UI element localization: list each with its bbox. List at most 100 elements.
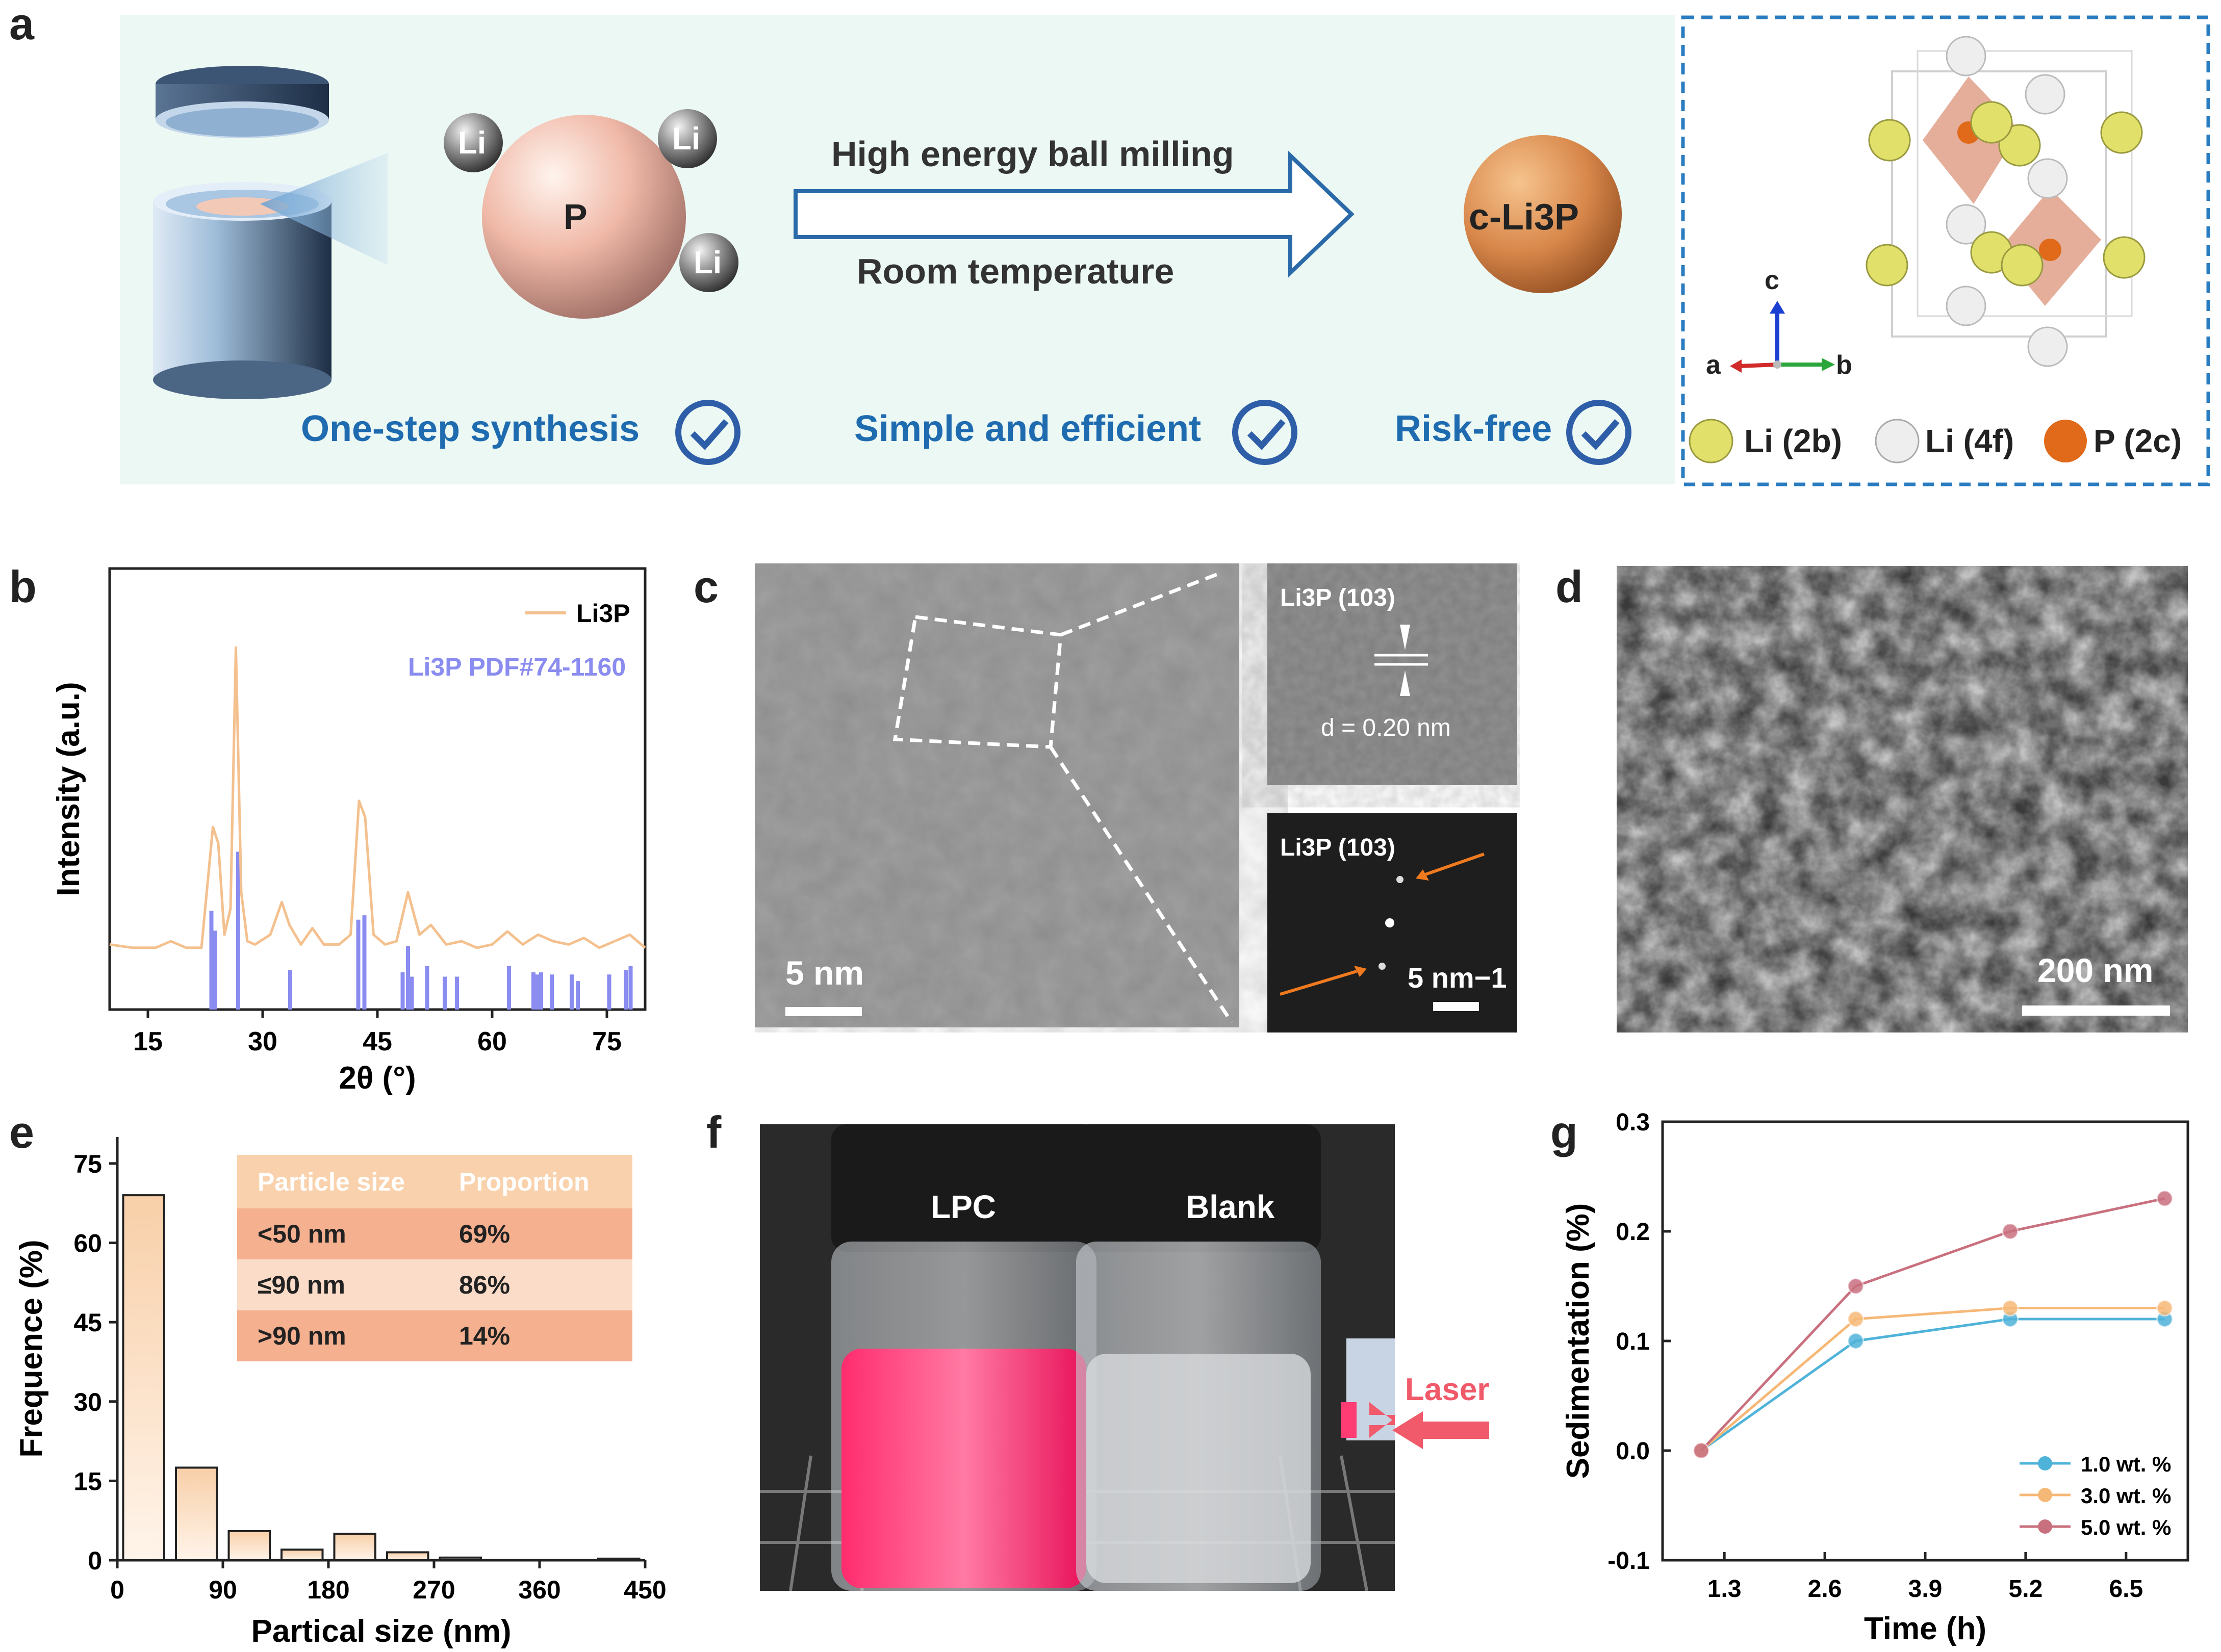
chart-e-histogram: 0 15 30 45 60 75 0 90 180 270 360 450 Partical size … — [14, 1137, 667, 1649]
legend-swatch-li2b — [1689, 419, 1733, 463]
x-tick-label: 3.9 — [1908, 1576, 1943, 1603]
series-line — [1700, 1318, 2165, 1452]
scale-bar — [785, 1007, 862, 1016]
histogram-bar — [175, 1466, 218, 1561]
table-row: ≤90 nm 86% — [237, 1259, 632, 1310]
y-tick-label: 15 — [73, 1467, 102, 1495]
x-axis-label: 2θ (°) — [339, 1061, 416, 1096]
x-tick-label: 2.6 — [1808, 1576, 1842, 1603]
size-table: Particle size Proportion <50 nm 69% ≤90 … — [237, 1155, 632, 1366]
y-tick-label: 0 — [88, 1546, 102, 1575]
panel-label-e: e — [9, 1107, 34, 1157]
check-icon — [1232, 400, 1297, 465]
legend-marker — [2038, 1488, 2052, 1502]
atom-label-li: Li — [672, 121, 701, 157]
axis-triad-icon — [1730, 301, 1835, 373]
lithium-atom-icon — [658, 109, 717, 168]
atom-label-p: P — [564, 197, 588, 237]
arrow-label-bottom: Room temperature — [857, 251, 1175, 291]
histogram-bar — [333, 1533, 376, 1561]
size-table-header: Particle size Proportion — [237, 1155, 632, 1208]
check-icon — [675, 400, 741, 465]
y-tick-label: 0.0 — [1616, 1438, 1650, 1465]
y-axis-label: Frequence (%) — [14, 1240, 49, 1457]
x-tick-label: 270 — [413, 1576, 455, 1604]
series-line-li3p — [109, 646, 646, 949]
legend-label-li4f: Li (4f) — [1925, 423, 2014, 459]
x-axis-label: Partical size (nm) — [251, 1614, 512, 1649]
axis-label-a: a — [1706, 350, 1721, 380]
process-arrow-icon — [794, 150, 1355, 278]
unit-cell-icon — [1866, 36, 2146, 367]
legend-label: 1.0 wt. % — [2081, 1452, 2171, 1476]
x-tick-label: 180 — [307, 1576, 349, 1604]
vial-label-blank: Blank — [1186, 1189, 1275, 1225]
x-tick-label: 360 — [518, 1576, 560, 1604]
feature-one-step: One-step synthesis — [301, 408, 640, 449]
axis-label-c: c — [1765, 266, 1779, 295]
laser-arrow-icon — [1369, 1402, 1395, 1438]
legend-swatch-p2c — [2044, 420, 2087, 462]
lithium-atom-icon — [679, 233, 738, 292]
legend-label: Li3P — [576, 599, 630, 628]
panel-label-a: a — [9, 0, 34, 49]
x-tick-label: 60 — [477, 1027, 507, 1056]
vial-label-lpc: LPC — [931, 1189, 996, 1225]
vial-cap — [1076, 1124, 1321, 1252]
y-axis-label: Intensity (a.u.) — [51, 682, 86, 896]
y-tick-label: 30 — [73, 1388, 102, 1416]
feature-simple-efficient: Simple and efficient — [854, 408, 1202, 449]
data-point — [1847, 1310, 1865, 1328]
lithium-atom-icon — [444, 113, 503, 172]
sem-image — [1617, 566, 2188, 1032]
histogram-bar — [439, 1556, 482, 1561]
scale-bar — [1433, 1002, 1479, 1011]
sem-scale-label: 200 nm — [2037, 951, 2154, 989]
tem-images — [755, 563, 1517, 1032]
x-tick-label: 30 — [248, 1027, 277, 1056]
x-tick-label: 1.3 — [1707, 1576, 1742, 1603]
legend-label: 3.0 wt. % — [2081, 1484, 2171, 1508]
axis-label-b: b — [1836, 350, 1852, 380]
data-point — [2156, 1190, 2174, 1207]
series-line — [1700, 1197, 2165, 1452]
product-label: c-Li3P — [1469, 197, 1579, 238]
legend-swatch-li4f — [1875, 419, 1920, 463]
arrow-label-top: High energy ball milling — [831, 134, 1234, 174]
zoom-beam — [260, 153, 388, 265]
data-point — [1847, 1278, 1865, 1295]
panel-label-b: b — [9, 561, 37, 612]
data-point — [2156, 1300, 2174, 1317]
tem-fft-scale-label: 5 nm−1 — [1408, 962, 1507, 994]
x-axis-label: Time (h) — [1864, 1611, 1986, 1646]
y-tick-label: 45 — [73, 1308, 102, 1337]
table-row: <50 nm 69% — [237, 1208, 632, 1259]
data-point — [2002, 1300, 2019, 1317]
panel-label-f: f — [706, 1107, 722, 1157]
legend-label: 5.0 wt. % — [2081, 1515, 2171, 1539]
histogram-bar — [386, 1551, 429, 1561]
x-tick-label: 45 — [363, 1027, 392, 1056]
tem-inset-d-spacing: d = 0.20 nm — [1321, 714, 1451, 741]
data-point — [1847, 1332, 1865, 1350]
pink-dispersion — [841, 1349, 1086, 1588]
data-point — [2002, 1223, 2019, 1240]
product-particle-icon — [1464, 135, 1622, 293]
legend-marker — [2038, 1456, 2052, 1470]
atom-label-li: Li — [694, 245, 722, 280]
y-tick-label: 60 — [73, 1229, 102, 1258]
legend-label: Li3P PDF#74-1160 — [408, 653, 626, 681]
panel-label-g: g — [1550, 1107, 1578, 1157]
x-tick-label: 5.2 — [2009, 1576, 2043, 1603]
series-line — [1700, 1307, 2165, 1452]
x-tick-label: 75 — [592, 1027, 622, 1056]
histogram-bar — [122, 1194, 165, 1561]
panel-label-c: c — [694, 561, 719, 612]
histogram-bar — [597, 1557, 641, 1562]
laser-label: Laser — [1405, 1372, 1490, 1407]
vials-photo — [760, 1124, 1395, 1591]
y-tick-label: 0.1 — [1616, 1328, 1650, 1355]
check-icon — [1566, 400, 1631, 465]
tem-main-scale-label: 5 nm — [785, 954, 864, 992]
x-tick-label: 450 — [624, 1576, 666, 1604]
